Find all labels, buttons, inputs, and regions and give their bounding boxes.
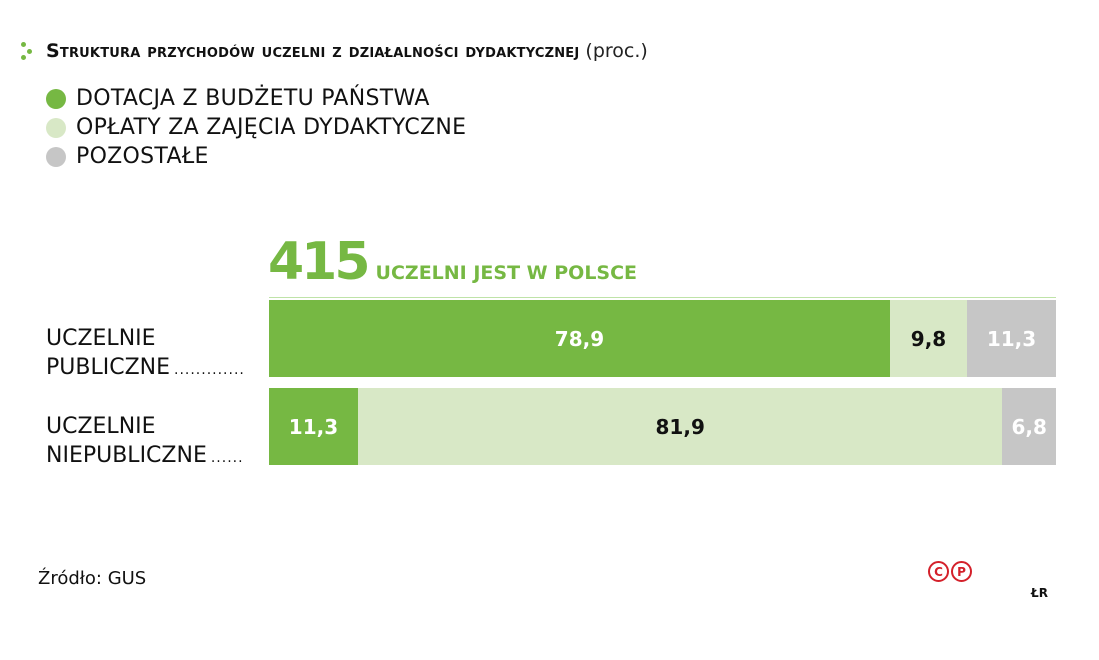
copyright-logo: C P: [928, 561, 972, 582]
row-label-text: PUBLICZNE: [46, 355, 170, 380]
headline-number: 415: [268, 232, 371, 292]
bar-segment: 11,3: [967, 300, 1056, 377]
chart-title: Struktura przychodów uczelni z działalno…: [46, 40, 580, 62]
headline-text: UCZELNI JEST W POLSCE: [375, 262, 638, 284]
row-label-nonpublic: UCZELNIE NIEPUBLICZNE......: [46, 412, 244, 473]
legend-swatch-icon: [46, 88, 66, 109]
legend-item-dotacja: DOTACJA Z BUDŻETU PAŃSTWA: [46, 84, 466, 113]
bar-row-nonpublic: 11,3 81,9 6,8: [269, 388, 1056, 465]
row-label-line2: NIEPUBLICZNE......: [46, 441, 244, 473]
row-label-public: UCZELNIE PUBLICZNE.............: [46, 324, 245, 385]
row-label-line1: UCZELNIE: [46, 414, 156, 439]
bar-segment: 78,9: [269, 300, 890, 377]
copyright-p-icon: P: [951, 561, 972, 582]
legend-item-oplaty: OPŁATY ZA ZAJĘCIA DYDAKTYCZNE: [46, 113, 466, 142]
author-initials: ŁR: [1031, 586, 1048, 600]
chart-title-row: Struktura przychodów uczelni z działalno…: [20, 40, 648, 62]
headline-divider: [269, 297, 1056, 298]
row-label-line1: UCZELNIE: [46, 326, 156, 351]
bar-row-public: 78,9 9,8 11,3: [269, 300, 1056, 377]
legend-label: DOTACJA Z BUDŻETU PAŃSTWA: [76, 86, 430, 111]
legend-label: OPŁATY ZA ZAJĘCIA DYDAKTYCZNE: [76, 115, 467, 140]
bullet-dots-icon: [20, 40, 38, 62]
leader-dots: ......: [210, 450, 244, 466]
bar-segment: 11,3: [269, 388, 358, 465]
legend-label: POZOSTAŁE: [76, 144, 209, 169]
row-label-text: NIEPUBLICZNE: [46, 443, 207, 468]
copyright-c-icon: C: [928, 561, 949, 582]
leader-dots: .............: [174, 362, 245, 378]
bar-segment: 6,8: [1002, 388, 1056, 465]
row-label-line2: PUBLICZNE.............: [46, 353, 245, 385]
headline-annotation: 415 UCZELNI JEST W POLSCE: [268, 236, 637, 288]
bar-segment: 9,8: [889, 300, 968, 377]
legend-swatch-icon: [46, 117, 66, 138]
legend-swatch-icon: [46, 146, 66, 167]
chart-unit: (proc.): [585, 40, 648, 62]
legend: DOTACJA Z BUDŻETU PAŃSTWA OPŁATY ZA ZAJĘ…: [46, 84, 466, 171]
source-note: Źródło: GUS: [38, 568, 147, 589]
bar-segment: 81,9: [357, 388, 1003, 465]
legend-item-pozostale: POZOSTAŁE: [46, 142, 466, 171]
